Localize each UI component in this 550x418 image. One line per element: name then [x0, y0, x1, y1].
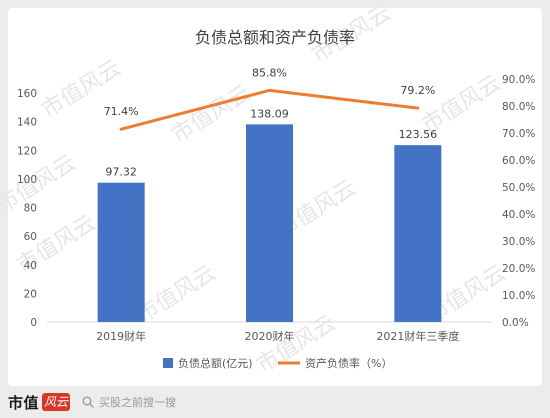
- bar-value-label: 138.09: [250, 107, 289, 120]
- bar[interactable]: [97, 182, 145, 322]
- y2-tick-label: 20.0%: [502, 263, 535, 275]
- bar[interactable]: [246, 124, 293, 322]
- brand-mark: 风云: [42, 393, 71, 411]
- bar[interactable]: [394, 145, 442, 322]
- x-tick-label: 2021财年三季度: [376, 329, 459, 343]
- y-tick-label: 120: [17, 145, 37, 157]
- bar-value-label: 123.56: [399, 128, 438, 141]
- plot-area: 0 20 40 60 80 100 120 140 160 0.0% 10.0% 20.0% 30.0%…: [17, 66, 535, 343]
- line-value-label: 79.2%: [400, 84, 435, 97]
- y2-tick-label: 60.0%: [502, 155, 535, 167]
- x-tick-label: 2019财年: [96, 329, 146, 343]
- legend-swatch-bar: [163, 358, 173, 368]
- x-tick-label: 2020财年: [245, 329, 295, 343]
- y2-tick-label: 30.0%: [502, 236, 535, 248]
- y-tick-label: 160: [17, 88, 37, 100]
- y-tick-label: 20: [24, 288, 37, 300]
- y-tick-label: 60: [24, 231, 37, 243]
- line-value-label: 85.8%: [252, 66, 287, 79]
- search-icon: [82, 396, 94, 408]
- bar-value-label: 97.32: [105, 166, 137, 179]
- y2-tick-label: 0.0%: [502, 317, 529, 329]
- y2-tick-label: 40.0%: [502, 209, 535, 221]
- legend-label-line: 资产负债率（%）: [305, 356, 392, 370]
- y2-tick-label: 70.0%: [502, 128, 535, 140]
- brand-logo[interactable]: 市值 风云: [8, 391, 71, 413]
- search-placeholder: 买股之前搜一搜: [99, 396, 176, 409]
- y-tick-label: 80: [24, 203, 37, 215]
- y2-tick-label: 80.0%: [502, 101, 535, 113]
- brand-name: 市值: [8, 393, 40, 412]
- line-series[interactable]: [119, 88, 420, 131]
- y-tick-label: 100: [17, 174, 37, 186]
- y-tick-label: 0: [30, 317, 37, 329]
- y2-tick-label: 50.0%: [502, 182, 535, 194]
- chart-title: 负债总额和资产负债率: [195, 28, 355, 47]
- y2-tick-label: 10.0%: [502, 290, 535, 302]
- y-tick-label: 40: [24, 260, 37, 272]
- legend-label-bar: 负债总额(亿元): [178, 356, 253, 370]
- search-box[interactable]: 买股之前搜一搜: [82, 392, 176, 412]
- watermark-text: 市值风云: [0, 151, 81, 219]
- y-tick-label: 140: [17, 117, 37, 129]
- legend: 负债总额(亿元) 资产负债率（%）: [163, 356, 392, 370]
- line-value-label: 71.4%: [104, 105, 139, 118]
- y2-tick-label: 90.0%: [502, 74, 535, 86]
- footer-bar: 市值 风云 买股之前搜一搜: [0, 386, 550, 418]
- watermark-text: 市值风云: [133, 261, 221, 329]
